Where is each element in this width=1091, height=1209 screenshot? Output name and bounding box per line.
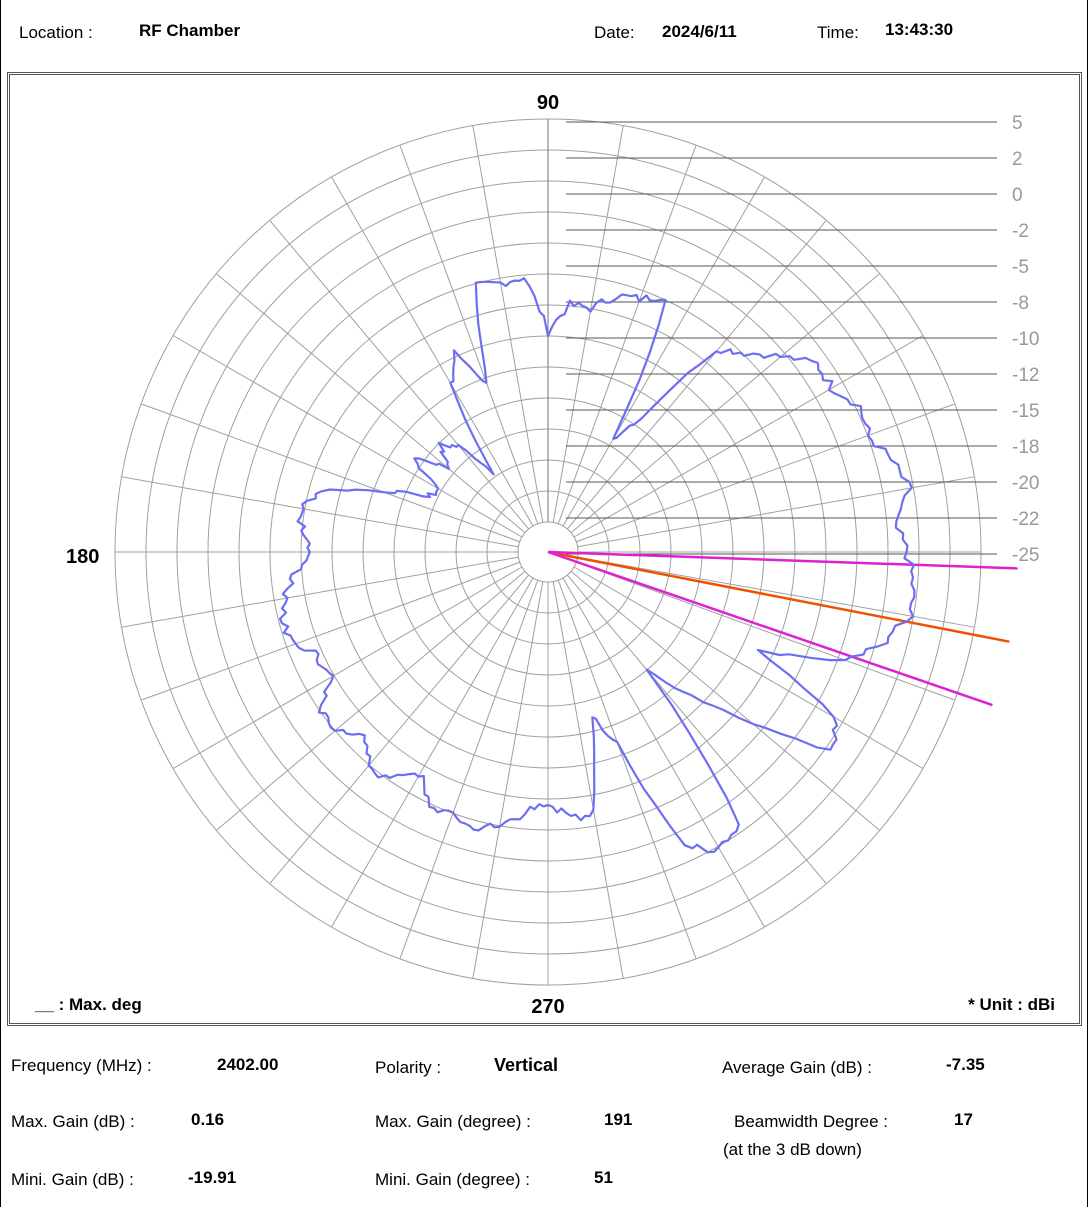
scale-tick-label: -2 [1012,221,1029,242]
grid-spoke [472,125,544,523]
scale-tick-label: -22 [1012,509,1039,530]
grid-spoke [577,476,975,548]
min-gain-degree-value: 51 [594,1168,613,1187]
grid-spoke [557,144,697,524]
scale-tick-label: -18 [1012,437,1039,458]
scale-tick-label: -15 [1012,401,1039,422]
scale-tick-label: -10 [1012,329,1039,350]
grid-spoke [552,581,624,979]
grid-spoke [269,574,530,885]
location-value: RF Chamber [139,21,241,40]
scale-tick-label: 2 [1012,149,1023,170]
grid-spoke [215,273,526,534]
location-label: Location : [19,23,93,42]
report-header: Location : RF Chamber Date: 2024/6/11 Ti… [0,0,1091,70]
grid-spoke [566,219,827,530]
scale-tick-label: -20 [1012,473,1039,494]
unit-note: * Unit : dBi [968,995,1055,1014]
angle-label-270: 270 [531,996,564,1018]
grid-spoke [573,566,924,769]
average-gain-label: Average Gain (dB) : [722,1058,872,1077]
scale-tick-label: -5 [1012,257,1029,278]
grid-spoke [576,403,956,543]
grid-spoke [570,570,881,831]
date-label: Date: [594,23,635,42]
grid-spoke [552,125,624,523]
scale-tick-label: 0 [1012,185,1023,206]
max-gain-degree-label: Max. Gain (degree) : [375,1112,531,1131]
legend-note: __ : Max. deg [34,995,142,1014]
polarity-value: Vertical [494,1055,559,1075]
scale-tick-label: -8 [1012,293,1029,314]
polarity-label: Polarity : [375,1058,442,1077]
grid-spoke [331,176,534,527]
time-value: 13:43:30 [885,20,954,39]
grid-spoke [557,580,697,960]
angle-label-180: 180 [66,546,99,568]
time-label: Time: [817,23,859,42]
max-gain-line [547,550,1010,643]
chart-frame [7,72,1082,1026]
radial-scale: 5 2 0 -2 -5 -8 -10 -12 -15 -18 -20 -22 -25 [566,113,1039,566]
grid-spoke [331,577,534,928]
max-gain-label: Max. Gain (dB) : [11,1112,135,1131]
grid-spoke [399,580,539,960]
grid-spoke [573,335,924,538]
beamwidth-value: 17 [954,1110,973,1129]
gain-trace-line [279,277,916,854]
max-gain-value: 0.16 [191,1110,225,1129]
scale-tick-label: -12 [1012,365,1039,386]
max-gain-lines [547,550,1018,707]
max-gain-degree-value: 191 [604,1110,633,1129]
grid-spoke [121,476,519,548]
scale-tick-label: -25 [1012,545,1039,566]
min-gain-label: Mini. Gain (dB) : [11,1170,134,1189]
results-panel: Frequency (MHz) : 2402.00 Polarity : Ver… [0,1030,1091,1209]
grid-spoke [399,144,539,524]
min-gain-value: -19.91 [188,1168,237,1187]
frequency-value: 2402.00 [217,1055,279,1074]
grid-spoke [562,577,765,928]
grid-spoke [269,219,530,530]
min-gain-degree-label: Mini. Gain (degree) : [375,1170,530,1189]
grid-spoke [121,556,519,628]
grid-spoke [472,581,544,979]
beamwidth-edge-line [547,550,1018,570]
grid-spoke [577,556,975,628]
beamwidth-label: Beamwidth Degree : [734,1112,889,1131]
grid-spoke [140,561,520,701]
polar-chart: 5 2 0 -2 -5 -8 -10 -12 -15 -18 -20 -22 -25 90 180 27… [34,92,1055,1018]
grid-spoke [172,566,523,769]
scale-tick-label: 5 [1012,113,1023,134]
grid-spoke [570,273,881,534]
grid-spoke [215,570,526,831]
grid-spoke [562,176,765,527]
grid-spoke [566,574,827,885]
grid-spoke [140,403,520,543]
beamwidth-note: (at the 3 dB down) [723,1140,862,1159]
grid-spoke [172,335,523,538]
gain-trace [279,277,916,854]
chart-labels: 90 180 270 __ : Max. deg * Unit : dBi [34,92,1055,1018]
frequency-label: Frequency (MHz) : [11,1056,152,1075]
average-gain-value: -7.35 [946,1055,985,1074]
angle-label-90: 90 [537,92,559,114]
beamwidth-edge-line [547,550,993,707]
date-value: 2024/6/11 [662,22,737,41]
grid-spoke [576,561,956,701]
